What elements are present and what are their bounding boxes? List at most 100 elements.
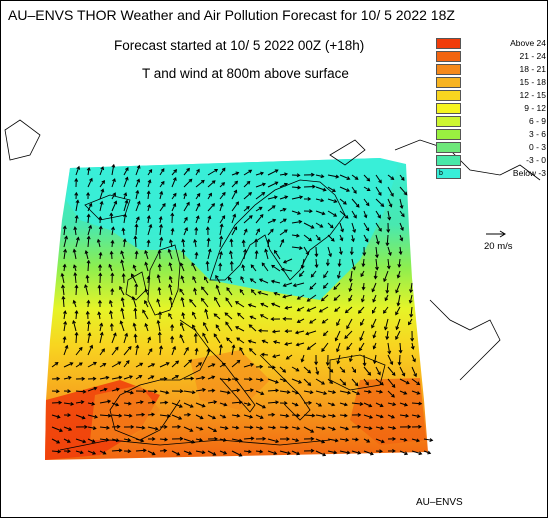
wind-arrow-shaft xyxy=(180,322,185,332)
wind-arrow-shaft xyxy=(261,262,269,272)
wind-arrow-shaft xyxy=(315,174,324,178)
wind-arrow-head xyxy=(103,387,108,392)
wind-arrow-head xyxy=(75,199,80,204)
wind-arrow-head xyxy=(369,415,374,419)
wind-arrow-head xyxy=(80,400,85,405)
wind-arrow-head xyxy=(99,322,104,327)
wind-arrow-head xyxy=(321,426,326,431)
wind-arrow-shaft xyxy=(350,270,353,282)
wind-arrow-head xyxy=(262,436,267,441)
wind-arrow-shaft xyxy=(248,324,257,332)
wind-arrow-head xyxy=(207,215,212,220)
wind-arrow-head xyxy=(375,240,380,245)
wind-arrow-shaft xyxy=(195,402,205,407)
wind-arrow-head xyxy=(358,347,363,352)
wind-arrow-head xyxy=(110,239,115,244)
wind-arrow-shaft xyxy=(346,342,353,350)
wind-arrow-head xyxy=(398,251,403,256)
wind-arrow-head xyxy=(359,337,364,342)
wind-arrow-shaft xyxy=(145,289,149,296)
wind-arrow-shaft xyxy=(322,318,329,324)
wind-arrow-shaft xyxy=(363,186,371,191)
wind-arrow-shaft xyxy=(75,362,83,368)
wind-arrow-shaft xyxy=(183,347,189,356)
wind-arrow-head xyxy=(248,169,253,174)
wind-arrow-head xyxy=(295,342,300,347)
wind-arrow-shaft xyxy=(305,330,317,335)
wind-arrow-shaft xyxy=(267,169,279,176)
wind-arrow-head xyxy=(295,438,300,443)
wind-arrow-shaft xyxy=(323,330,329,336)
wind-arrow-head xyxy=(223,450,228,455)
wind-arrow-shaft xyxy=(219,426,228,429)
wind-arrow-head xyxy=(67,375,72,380)
wind-arrow-shaft xyxy=(291,450,300,455)
wind-arrow-head xyxy=(120,259,125,264)
wind-arrow-shaft xyxy=(123,333,128,344)
wind-arrow-shaft xyxy=(363,354,366,366)
wind-arrow-head xyxy=(337,263,342,268)
wind-arrow-shaft xyxy=(147,413,155,416)
wind-arrow-shaft xyxy=(63,376,72,380)
wind-arrow-head xyxy=(298,379,302,384)
wind-arrow-head xyxy=(62,336,67,340)
wind-arrow-shaft xyxy=(195,450,205,454)
wind-arrow-head xyxy=(211,363,216,367)
wind-arrow-shaft xyxy=(147,363,155,368)
wind-arrow-head xyxy=(271,205,276,209)
wind-arrow-head xyxy=(112,178,116,183)
wind-arrow-head xyxy=(102,451,107,455)
wind-arrow-shaft xyxy=(297,318,305,323)
wind-arrow-shaft xyxy=(279,183,288,188)
wind-arrow-shaft xyxy=(195,362,202,368)
wind-arrow-head xyxy=(296,426,301,431)
wind-arrow-head xyxy=(416,391,421,395)
wind-arrow-shaft xyxy=(386,282,389,293)
wind-arrow-head xyxy=(98,264,103,268)
wind-arrow-head xyxy=(367,389,372,394)
wind-arrow-shaft xyxy=(297,294,305,300)
wind-arrow-head xyxy=(113,200,118,205)
wind-arrow-head xyxy=(310,436,315,441)
wind-arrow-head xyxy=(135,189,140,194)
wind-arrow-head xyxy=(399,205,404,210)
wind-arrow-head xyxy=(156,298,161,303)
wind-arrow-head xyxy=(221,363,226,367)
wind-arrow-shaft xyxy=(375,414,384,418)
wind-arrow-shaft xyxy=(279,208,286,212)
wind-arrow-head xyxy=(170,335,175,340)
wind-arrow-head xyxy=(383,326,388,331)
wind-arrow-head xyxy=(239,346,243,351)
wind-arrow-head xyxy=(235,171,240,176)
wind-arrow-head xyxy=(387,216,392,221)
wind-arrow-head xyxy=(55,389,60,394)
wind-arrow-head xyxy=(191,439,196,444)
wind-arrow-head xyxy=(346,450,351,455)
legend-label: 9 - 12 xyxy=(524,103,546,113)
wind-arrow-head xyxy=(309,320,313,324)
legend-label: Above 24 xyxy=(510,38,546,48)
wind-arrow-head xyxy=(395,311,399,316)
wind-arrow-shaft xyxy=(303,414,315,417)
wind-arrow-shaft xyxy=(279,390,290,393)
wind-arrow-shaft xyxy=(231,389,240,392)
wind-arrow-shaft xyxy=(195,376,205,380)
wind-arrow-head xyxy=(175,375,180,379)
wind-arrow-shaft xyxy=(291,234,300,237)
wind-arrow-head xyxy=(336,360,341,365)
wind-arrow-shaft xyxy=(195,389,206,392)
wind-arrow-head xyxy=(133,333,138,338)
wind-arrow-shaft xyxy=(119,286,125,296)
wind-arrow-head xyxy=(243,248,248,253)
wind-arrow-head xyxy=(370,451,374,456)
wind-arrow-shaft xyxy=(242,264,245,272)
legend-row: 6 - 9 xyxy=(436,116,546,128)
wind-arrow-shaft xyxy=(51,402,62,404)
wind-arrow-shaft xyxy=(135,345,139,356)
wind-arrow-shaft xyxy=(159,390,169,394)
wind-arrow-head xyxy=(56,376,61,381)
wind-arrow-shaft xyxy=(207,215,211,224)
wind-arrow-shaft xyxy=(303,378,311,386)
wind-arrow-shaft xyxy=(311,270,317,278)
wind-arrow-head xyxy=(405,380,410,385)
